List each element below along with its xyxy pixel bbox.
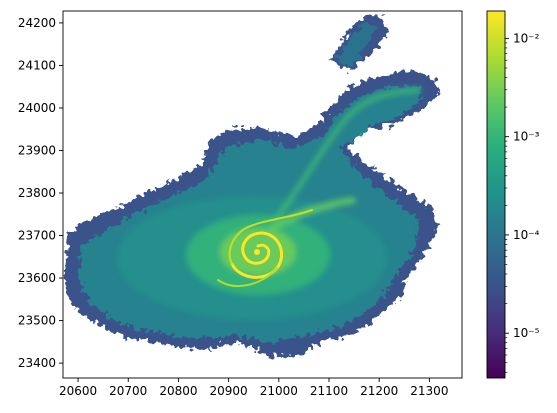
heatmap-image: [63, 11, 462, 378]
y-tick-label: 23900: [18, 143, 56, 157]
x-tick-label: 20700: [109, 384, 147, 398]
colorbar-tick-label: 10⁻⁴: [513, 228, 540, 242]
y-axis: 23400 23500 23600 23700 23800 23900 24000 24100…: [18, 16, 63, 370]
arm-filament: [268, 88, 421, 228]
x-tick-label: 21300: [410, 384, 448, 398]
colorbar-frame: [486, 10, 506, 379]
x-tick-label: 20800: [159, 384, 197, 398]
plot-frame: [62, 10, 463, 379]
y-tick-label: 23600: [18, 271, 56, 285]
x-tick-label: 21100: [310, 384, 348, 398]
colorbar: 10⁻⁵ 10⁻⁴ 10⁻³ 10⁻²: [486, 10, 540, 379]
filament-body: [336, 22, 378, 68]
colorbar-tick-label: 10⁻²: [513, 31, 540, 45]
colorbar-gradient: [487, 11, 505, 378]
y-tick-label: 24200: [18, 16, 56, 30]
y-tick-label: 23800: [18, 186, 56, 200]
y-tick-label: 23400: [18, 356, 56, 370]
y-tick-label: 23700: [18, 229, 56, 243]
x-tick-label: 21200: [360, 384, 398, 398]
colorbar-tick-label: 10⁻³: [513, 130, 540, 144]
y-tick-label: 24100: [18, 58, 56, 72]
y-tick-label: 24000: [18, 101, 56, 115]
x-tick-label: 20600: [59, 384, 97, 398]
x-tick-label: 20900: [210, 384, 248, 398]
vortex-spiral: [217, 209, 313, 287]
colorbar-tick-label: 10⁻⁵: [513, 326, 540, 340]
colorbar-ticks: 10⁻⁵ 10⁻⁴ 10⁻³ 10⁻²: [505, 31, 540, 373]
y-tick-label: 23500: [18, 314, 56, 328]
x-axis: 20600 20700 20800 20900 21000 21100 21200 21300: [59, 378, 448, 398]
x-tick-label: 21000: [260, 384, 298, 398]
